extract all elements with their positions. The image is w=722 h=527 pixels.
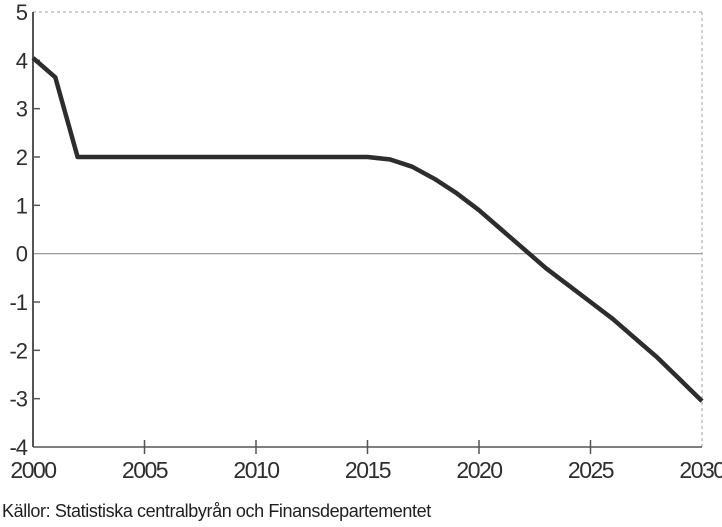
y-tick-label: 2: [16, 145, 28, 170]
x-tick-label: 2030: [679, 457, 722, 483]
y-tick-label: 1: [16, 193, 28, 218]
y-tick-label: 0: [16, 242, 28, 267]
y-tick-label: -3: [9, 387, 27, 412]
y-tick-label: -2: [9, 338, 27, 363]
y-tick-label: 5: [16, 0, 28, 25]
x-tick-label: 2025: [568, 457, 614, 483]
data-line-series: [31, 56, 704, 403]
x-tick-label: 2010: [233, 457, 279, 483]
x-tick-label: 2005: [122, 457, 168, 483]
x-tick-label: 2000: [10, 457, 56, 483]
source-caption: Källor: Statistiska centralbyrån och Fin…: [2, 501, 431, 521]
x-tick-label: 2015: [345, 457, 391, 483]
y-tick-label: -4: [9, 435, 27, 460]
y-tick-label: 3: [16, 97, 28, 122]
y-tick-label: -1: [9, 290, 27, 315]
x-tick-label: 2020: [456, 457, 502, 483]
y-tick-label: 4: [16, 48, 28, 73]
